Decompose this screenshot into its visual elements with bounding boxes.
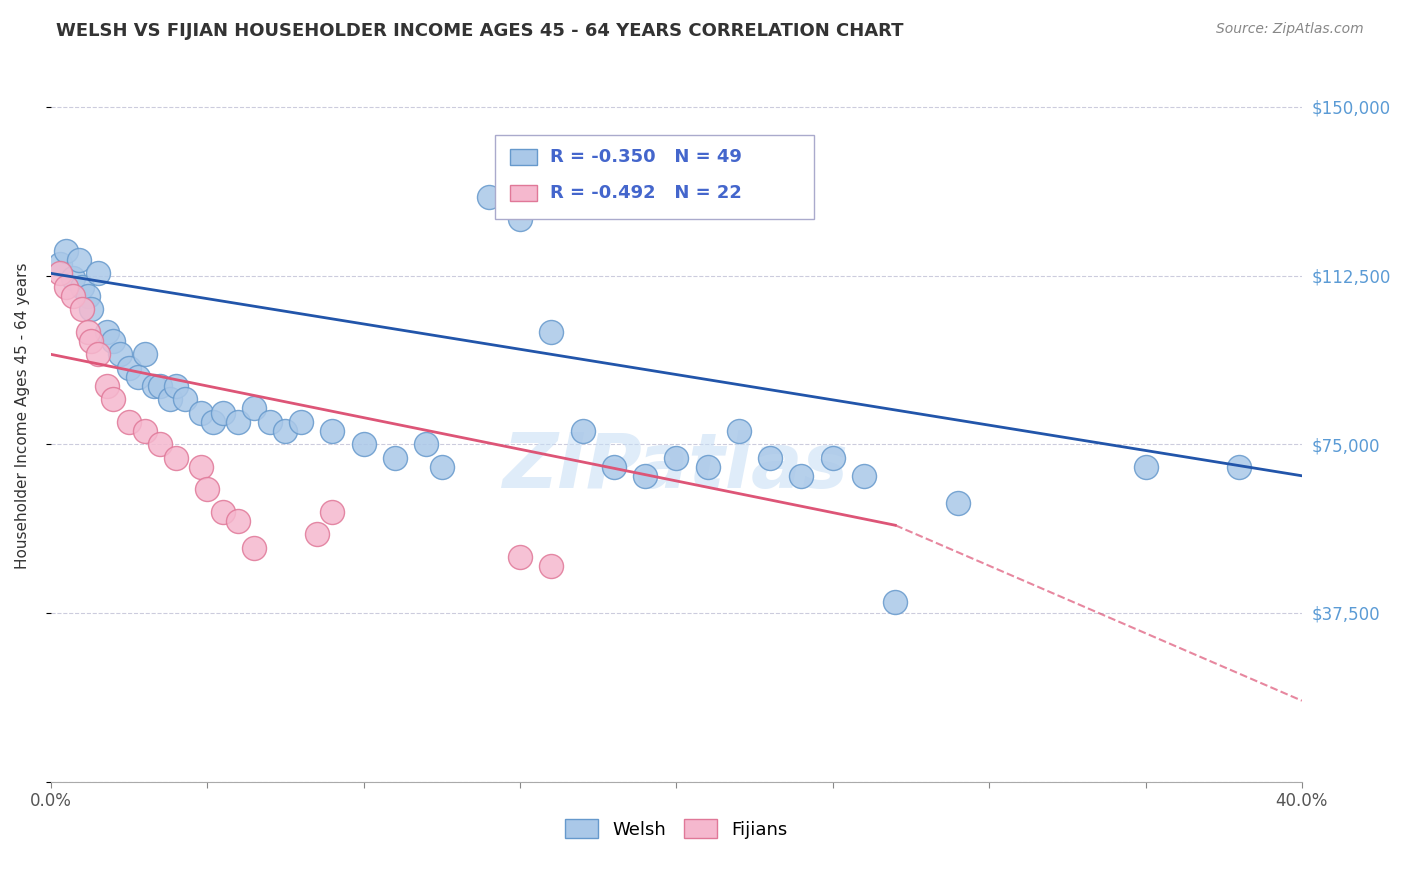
Point: [77, 289, 100, 303]
Text: WELSH VS FIJIAN HOUSEHOLDER INCOME AGES 45 - 64 YEARS CORRELATION CHART: WELSH VS FIJIAN HOUSEHOLDER INCOME AGES …: [56, 22, 904, 40]
Point: [884, 595, 907, 609]
Point: [143, 379, 166, 393]
Point: [274, 424, 297, 438]
Point: [103, 334, 125, 348]
Point: [62, 270, 84, 285]
Point: [55, 244, 77, 258]
Point: [149, 437, 172, 451]
Point: [259, 415, 281, 429]
Point: [70, 302, 93, 317]
Point: [87, 266, 110, 280]
FancyBboxPatch shape: [495, 135, 814, 219]
Point: [696, 459, 718, 474]
Point: [853, 468, 876, 483]
Point: [134, 347, 156, 361]
Point: [67, 252, 90, 267]
Point: [603, 459, 626, 474]
Point: [80, 302, 103, 317]
Point: [212, 406, 235, 420]
Point: [190, 406, 212, 420]
FancyBboxPatch shape: [510, 149, 537, 165]
Y-axis label: Householder Income Ages 45 - 64 years: Householder Income Ages 45 - 64 years: [15, 263, 30, 569]
Point: [165, 450, 187, 465]
Point: [134, 424, 156, 438]
Point: [321, 505, 343, 519]
Point: [165, 379, 187, 393]
Point: [190, 459, 212, 474]
Point: [80, 334, 103, 348]
Point: [195, 483, 218, 497]
Point: [127, 369, 149, 384]
Point: [1135, 459, 1157, 474]
Point: [290, 415, 312, 429]
Point: [509, 549, 531, 564]
Point: [103, 392, 125, 407]
Point: [55, 280, 77, 294]
Point: [415, 437, 437, 451]
Point: [540, 558, 562, 573]
Point: [305, 527, 328, 541]
Point: [665, 450, 688, 465]
Point: [212, 505, 235, 519]
Point: [509, 212, 531, 227]
Point: [243, 401, 266, 416]
Point: [430, 459, 453, 474]
Point: [384, 450, 406, 465]
Point: [62, 289, 84, 303]
Point: [87, 347, 110, 361]
Text: Source: ZipAtlas.com: Source: ZipAtlas.com: [1216, 22, 1364, 37]
Point: [243, 541, 266, 555]
Point: [202, 415, 225, 429]
Point: [821, 450, 844, 465]
Point: [728, 424, 751, 438]
Point: [540, 325, 562, 339]
Point: [49, 257, 72, 271]
Point: [96, 325, 118, 339]
Point: [571, 424, 593, 438]
Text: ZIPatlas: ZIPatlas: [503, 430, 849, 504]
Point: [759, 450, 782, 465]
Point: [118, 415, 141, 429]
Point: [174, 392, 197, 407]
Text: R = -0.492   N = 22: R = -0.492 N = 22: [550, 185, 742, 202]
Point: [1227, 459, 1250, 474]
Point: [159, 392, 181, 407]
Point: [321, 424, 343, 438]
Legend: Welsh, Fijians: Welsh, Fijians: [558, 812, 794, 846]
Point: [790, 468, 813, 483]
Point: [149, 379, 172, 393]
Point: [634, 468, 657, 483]
Point: [228, 415, 250, 429]
Point: [478, 190, 501, 204]
Point: [118, 360, 141, 375]
Text: R = -0.350   N = 49: R = -0.350 N = 49: [550, 148, 742, 166]
FancyBboxPatch shape: [510, 186, 537, 202]
Point: [77, 325, 100, 339]
Point: [353, 437, 375, 451]
Point: [228, 514, 250, 528]
Point: [108, 347, 131, 361]
Point: [70, 280, 93, 294]
Point: [96, 379, 118, 393]
Point: [946, 496, 969, 510]
Point: [49, 266, 72, 280]
